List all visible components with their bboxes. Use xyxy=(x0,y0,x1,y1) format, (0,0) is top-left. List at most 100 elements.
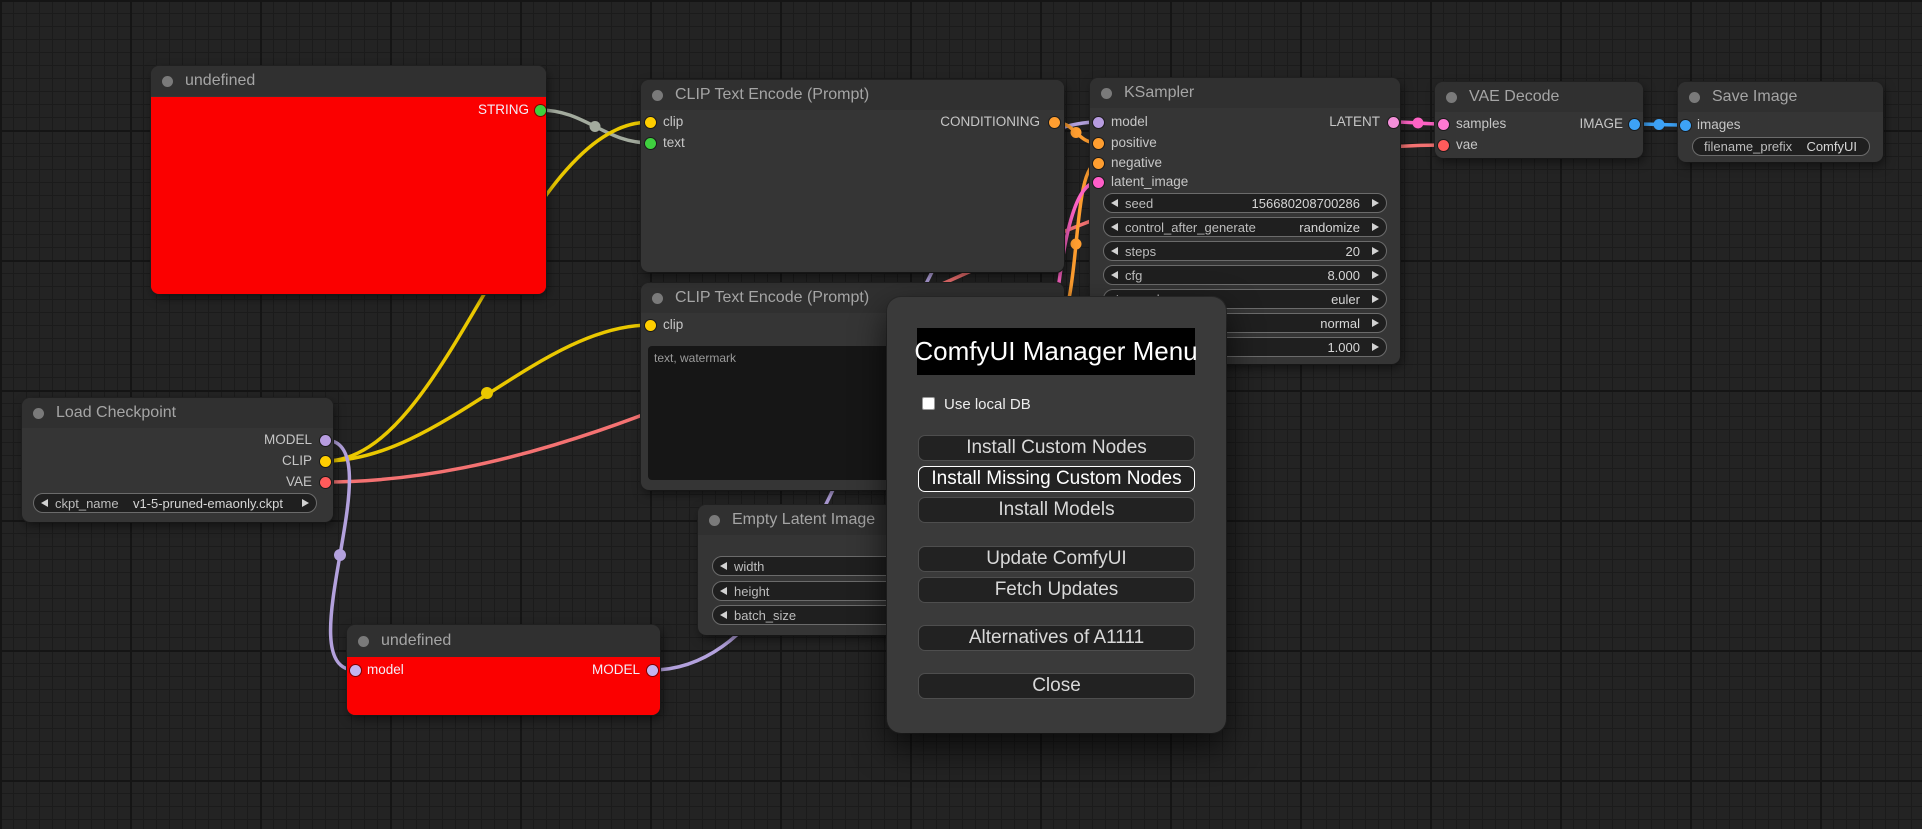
collapse-dot[interactable] xyxy=(1446,92,1457,103)
input-port-clip[interactable] xyxy=(644,319,656,331)
node-title: VAE Decode xyxy=(1435,82,1643,112)
decrement-arrow-icon[interactable] xyxy=(41,499,48,507)
widget-label: batch_size xyxy=(734,607,797,623)
link-midpoint-dot xyxy=(334,549,346,561)
collapse-dot[interactable] xyxy=(652,293,663,304)
use-local-db-label: Use local DB xyxy=(944,396,1031,413)
widget-seed[interactable]: seed 156680208700286 xyxy=(1103,193,1387,213)
widget-value: 156680208700286 xyxy=(1251,195,1360,211)
output-port-vae[interactable] xyxy=(319,476,331,488)
node-clip-text-encode-1[interactable]: CLIP Text Encode (Prompt) clip text COND… xyxy=(641,80,1064,272)
output-port-image[interactable] xyxy=(1628,118,1640,130)
input-port-negative[interactable] xyxy=(1092,157,1104,169)
widget-filename-prefix[interactable]: filename_prefix ComfyUI xyxy=(1692,137,1870,156)
decrement-arrow-icon[interactable] xyxy=(720,611,727,619)
alternatives-of-a1111-button[interactable]: Alternatives of A1111 xyxy=(918,625,1195,651)
port-label: positive xyxy=(1111,135,1157,150)
output-port-conditioning[interactable] xyxy=(1048,116,1060,128)
increment-arrow-icon[interactable] xyxy=(1372,247,1379,255)
input-port-text[interactable] xyxy=(644,137,656,149)
widget-ckpt-name[interactable]: ckpt_name v1-5-pruned-emaonly.ckpt xyxy=(33,493,317,513)
port-label: samples xyxy=(1456,116,1507,131)
decrement-arrow-icon[interactable] xyxy=(720,587,727,595)
port-label: negative xyxy=(1111,155,1163,170)
node-vae-decode[interactable]: VAE Decode samples vae IMAGE xyxy=(1435,82,1643,158)
install-models-button[interactable]: Install Models xyxy=(918,497,1195,523)
link-midpoint-dot xyxy=(1070,127,1082,138)
decrement-arrow-icon[interactable] xyxy=(1111,247,1118,255)
decrement-arrow-icon[interactable] xyxy=(720,562,727,570)
port-label: clip xyxy=(663,317,684,332)
input-port-model[interactable] xyxy=(1092,116,1104,128)
use-local-db-checkbox[interactable] xyxy=(922,397,935,410)
input-port-latent-image[interactable] xyxy=(1092,176,1104,188)
link-midpoint-dot xyxy=(1412,117,1424,129)
port-label: CONDITIONING xyxy=(940,114,1040,129)
widget-label: width xyxy=(734,558,765,574)
node-undefined-bottom[interactable]: undefined model MODEL xyxy=(347,625,660,715)
input-port-vae[interactable] xyxy=(1437,139,1449,151)
install-custom-nodes-button[interactable]: Install Custom Nodes xyxy=(918,435,1195,461)
port-label: CLIP xyxy=(281,453,312,468)
increment-arrow-icon[interactable] xyxy=(302,499,309,507)
output-port-model[interactable] xyxy=(319,434,331,446)
increment-arrow-icon[interactable] xyxy=(1372,295,1379,303)
port-label: MODEL xyxy=(591,662,640,677)
collapse-dot[interactable] xyxy=(652,90,663,101)
link-midpoint-dot xyxy=(481,387,493,399)
output-port-string[interactable] xyxy=(534,104,546,116)
node-load-checkpoint[interactable]: Load Checkpoint MODEL CLIP VAE ckpt_name… xyxy=(22,398,333,522)
decrement-arrow-icon[interactable] xyxy=(1111,271,1118,279)
widget-value: euler xyxy=(1331,291,1360,307)
increment-arrow-icon[interactable] xyxy=(1372,223,1379,231)
node-title: undefined xyxy=(151,66,546,96)
collapse-dot[interactable] xyxy=(162,76,173,87)
link-midpoint-dot xyxy=(1653,119,1665,130)
output-port-model[interactable] xyxy=(646,664,658,676)
increment-arrow-icon[interactable] xyxy=(1372,199,1379,207)
port-label: model xyxy=(367,662,404,677)
error-node-body xyxy=(347,657,660,715)
node-undefined-top[interactable]: undefined STRING xyxy=(151,66,546,294)
collapse-dot[interactable] xyxy=(709,515,720,526)
widget-value: 1.000 xyxy=(1327,339,1360,355)
input-port-samples[interactable] xyxy=(1437,118,1449,130)
decrement-arrow-icon[interactable] xyxy=(1111,223,1118,231)
input-port-clip[interactable] xyxy=(644,116,656,128)
widget-label: seed xyxy=(1125,195,1154,211)
node-title: undefined xyxy=(347,625,660,657)
widget-label: filename_prefix xyxy=(1704,139,1793,154)
link-midpoint-dot xyxy=(1070,238,1082,250)
input-port-model[interactable] xyxy=(349,664,361,676)
dialog-title: ComfyUI Manager Menu xyxy=(914,328,1198,375)
error-node-body xyxy=(151,97,546,294)
collapse-dot[interactable] xyxy=(1101,88,1112,99)
widget-value: 20 xyxy=(1345,243,1360,259)
collapse-dot[interactable] xyxy=(358,636,369,647)
update-comfyui-button[interactable]: Update ComfyUI xyxy=(918,546,1195,572)
fetch-updates-button[interactable]: Fetch Updates xyxy=(918,577,1195,603)
increment-arrow-icon[interactable] xyxy=(1372,271,1379,279)
output-port-latent[interactable] xyxy=(1387,116,1399,128)
input-port-images[interactable] xyxy=(1679,119,1691,131)
collapse-dot[interactable] xyxy=(1689,92,1700,103)
widget-value: v1-5-pruned-emaonly.ckpt xyxy=(132,495,283,511)
output-port-clip[interactable] xyxy=(319,455,331,467)
increment-arrow-icon[interactable] xyxy=(1372,319,1379,327)
widget-steps[interactable]: steps 20 xyxy=(1103,241,1387,261)
node-title: Load Checkpoint xyxy=(22,398,333,428)
increment-arrow-icon[interactable] xyxy=(1372,343,1379,351)
widget-value: ComfyUI xyxy=(1806,139,1857,154)
install-missing-custom-nodes-button[interactable]: Install Missing Custom Nodes xyxy=(918,466,1195,492)
widget-value: 8.000 xyxy=(1327,267,1360,283)
port-label: clip xyxy=(663,114,684,129)
widget-control-after-generate[interactable]: control_after_generate randomize xyxy=(1103,217,1387,237)
collapse-dot[interactable] xyxy=(33,408,44,419)
input-port-positive[interactable] xyxy=(1092,137,1104,149)
close-button[interactable]: Close xyxy=(918,673,1195,699)
decrement-arrow-icon[interactable] xyxy=(1111,199,1118,207)
widget-cfg[interactable]: cfg 8.000 xyxy=(1103,265,1387,285)
port-label: model xyxy=(1111,114,1148,129)
node-save-image[interactable]: Save Image images filename_prefix ComfyU… xyxy=(1678,82,1883,162)
